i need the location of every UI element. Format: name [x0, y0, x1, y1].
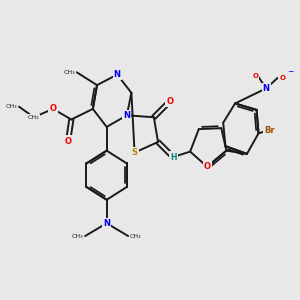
Text: CH₃: CH₃ — [6, 104, 17, 109]
Text: S: S — [132, 148, 138, 157]
Text: H: H — [170, 153, 176, 162]
Text: O: O — [280, 75, 286, 81]
Text: O: O — [64, 136, 72, 146]
Text: N: N — [103, 219, 110, 228]
Text: CH₃: CH₃ — [72, 234, 83, 239]
Text: −: − — [287, 68, 293, 76]
Text: O: O — [204, 162, 211, 171]
Text: CH₃: CH₃ — [130, 234, 141, 239]
Text: N: N — [123, 111, 130, 120]
Text: Br: Br — [264, 126, 275, 135]
Text: CH₃: CH₃ — [64, 70, 75, 75]
Text: N: N — [263, 84, 270, 93]
Text: CH₂: CH₂ — [28, 115, 40, 120]
Text: N: N — [114, 70, 121, 79]
Text: O: O — [167, 97, 173, 106]
Text: O: O — [50, 104, 56, 113]
Text: O: O — [252, 73, 258, 79]
